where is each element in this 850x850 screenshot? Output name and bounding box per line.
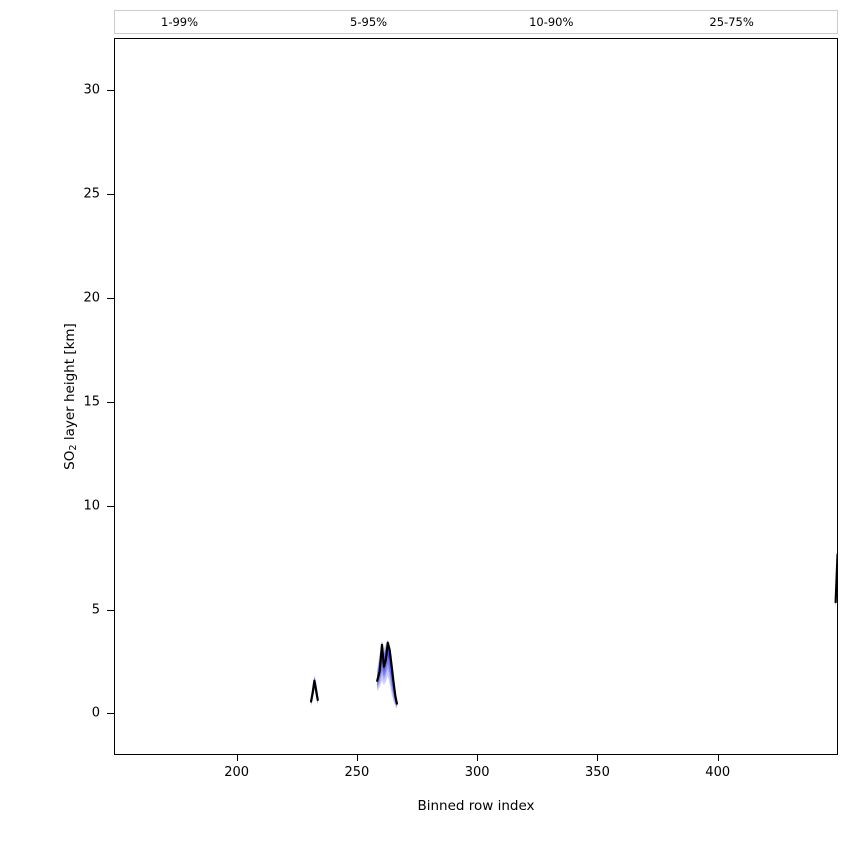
y-tick-label-5: 5 bbox=[91, 602, 100, 618]
y-tick-15 bbox=[107, 401, 114, 403]
y-tick-label-30: 30 bbox=[83, 82, 100, 98]
y-tick-label-15: 15 bbox=[83, 394, 100, 410]
legend-label-25-75: 25-75% bbox=[709, 15, 754, 29]
legend-entry-1-99: 1-99% bbox=[115, 11, 198, 33]
x-tick-label-200: 200 bbox=[224, 765, 250, 780]
x-tick-label-250: 250 bbox=[344, 765, 370, 780]
y-tick-0 bbox=[107, 713, 114, 715]
x-tick-label-300: 300 bbox=[464, 765, 490, 780]
legend-entry-5-95: 5-95% bbox=[304, 11, 387, 33]
y-tick-label-0: 0 bbox=[91, 705, 100, 721]
median-line-cluster-a bbox=[309, 679, 319, 703]
legend-entry-10-90: 10-90% bbox=[483, 11, 573, 33]
y-tick-30 bbox=[107, 89, 114, 91]
x-tick-400 bbox=[717, 755, 719, 761]
legend-label-5-95: 5-95% bbox=[350, 15, 388, 29]
y-tick-label-20: 20 bbox=[83, 290, 100, 306]
series-canvas bbox=[309, 553, 837, 710]
x-tick-label-400: 400 bbox=[705, 765, 731, 780]
x-tick-300 bbox=[477, 755, 479, 761]
x-tick-350 bbox=[597, 755, 599, 761]
x-tick-250 bbox=[356, 755, 358, 761]
x-tick-200 bbox=[236, 755, 238, 761]
plot-area bbox=[114, 38, 838, 755]
y-tick-25 bbox=[107, 193, 114, 195]
y-tick-5 bbox=[107, 609, 114, 611]
legend-label-1-99: 1-99% bbox=[161, 15, 199, 29]
y-tick-label-25: 25 bbox=[83, 186, 100, 202]
median-line-cluster-b bbox=[376, 641, 398, 705]
x-axis-label: Binned row index bbox=[417, 798, 535, 814]
median-line-cluster-c-right-edge bbox=[834, 553, 837, 604]
y-tick-20 bbox=[107, 297, 114, 299]
y-axis-label: SO2 layer height [km] bbox=[62, 38, 80, 755]
chart-legend: 1-99% 5-95% 10-90% 25-75% Median bbox=[114, 10, 838, 34]
legend-entry-25-75: 25-75% bbox=[663, 11, 753, 33]
x-tick-label-350: 350 bbox=[585, 765, 610, 780]
y-axis-label-text: SO2 layer height [km] bbox=[62, 323, 80, 470]
legend-label-10-90: 10-90% bbox=[529, 15, 574, 29]
y-tick-label-10: 10 bbox=[83, 498, 100, 514]
y-tick-10 bbox=[107, 505, 114, 507]
